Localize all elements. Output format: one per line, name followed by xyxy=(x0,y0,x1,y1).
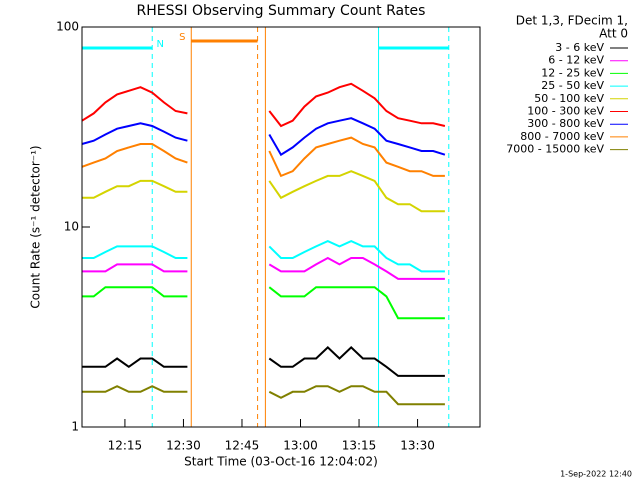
x-axis-label: Start Time (03-Oct-16 12:04:02) xyxy=(184,455,378,469)
x-tick-label: 13:30 xyxy=(400,439,435,453)
legend-label: 3 - 6 keV xyxy=(555,41,604,54)
legend-label: 800 - 7000 keV xyxy=(520,130,604,143)
legend-header: Att 0 xyxy=(599,27,628,41)
legend-label: 300 - 800 keV xyxy=(527,117,604,130)
legend-label: 12 - 25 keV xyxy=(541,66,604,79)
period-label: N xyxy=(156,39,163,50)
period-label: S xyxy=(179,32,185,43)
legend-label: 50 - 100 keV xyxy=(534,92,604,105)
legend-header: Det 1,3, FDecim 1, xyxy=(516,14,628,28)
legend-label: 7000 - 15000 keV xyxy=(506,143,604,156)
footer: 1-Sep-2022 12:40 xyxy=(560,470,632,479)
legend-label: 6 - 12 keV xyxy=(548,54,604,67)
series-line xyxy=(82,385,445,406)
x-tick-label: 12:15 xyxy=(108,439,143,453)
x-tick-label: 12:30 xyxy=(166,439,201,453)
legend-label: 100 - 300 keV xyxy=(527,105,604,118)
x-tick-label: 13:15 xyxy=(342,439,377,453)
series-line xyxy=(81,82,446,128)
legend-label: 25 - 50 keV xyxy=(541,79,604,92)
y-tick-label: 1 xyxy=(71,420,79,434)
y-tick-label: 10 xyxy=(64,220,79,234)
chart-title: RHESSI Observing Summary Count Rates xyxy=(137,3,426,19)
series-line xyxy=(82,286,445,320)
y-tick-label: 100 xyxy=(56,20,79,34)
series-line xyxy=(81,117,446,157)
series-line xyxy=(81,136,445,178)
y-axis-label: Count Rate (s⁻¹ detector⁻¹) xyxy=(29,145,43,308)
series-line xyxy=(82,346,445,377)
series-line xyxy=(82,256,445,280)
series-line xyxy=(82,240,445,273)
series-line xyxy=(82,170,445,213)
x-tick-label: 13:00 xyxy=(283,439,318,453)
x-tick-label: 12:45 xyxy=(225,439,260,453)
